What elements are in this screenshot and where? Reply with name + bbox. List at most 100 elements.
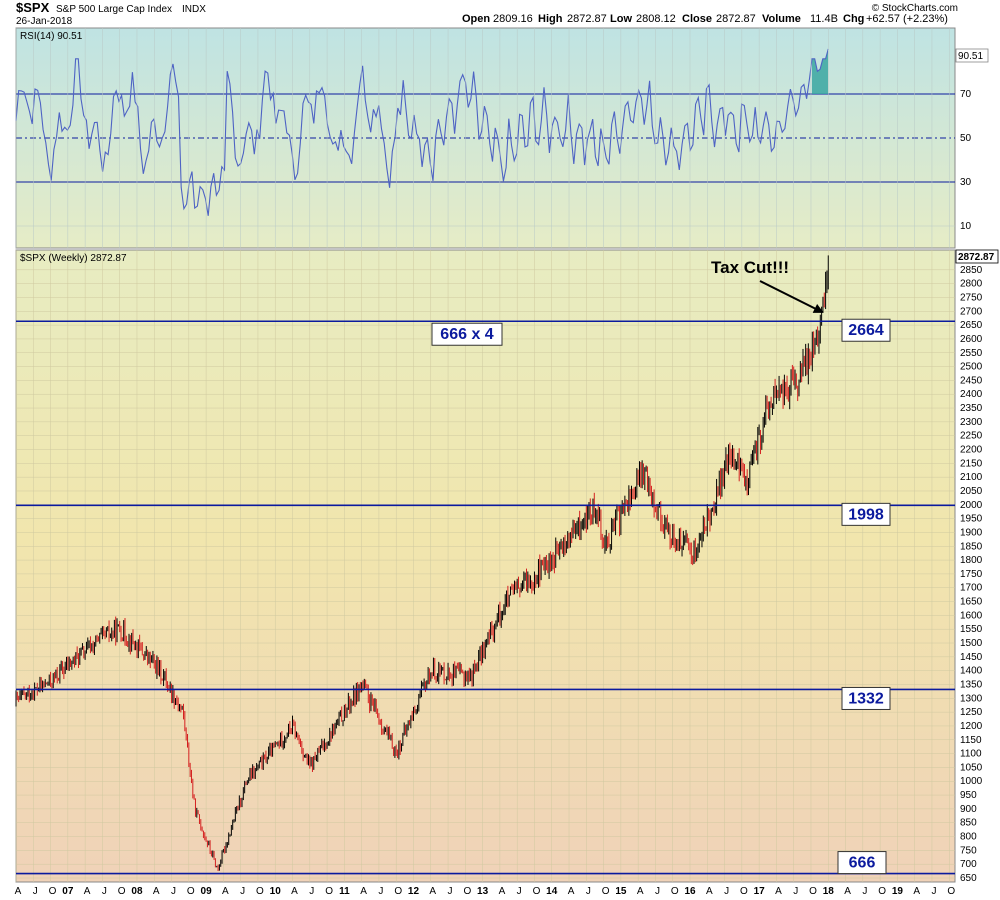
price-last-value-tag: 2872.87	[955, 249, 999, 264]
volume-label: Volume	[762, 13, 801, 25]
rsi-overbought-fill	[812, 48, 829, 94]
price-y-axis: 2850 2800 2750 2700 2650 2600 2550 2500 2450 2400…	[960, 265, 983, 884]
x-tick-label: A	[360, 886, 367, 897]
price-y-tick-label: 750	[960, 845, 977, 856]
x-tick-label: 10	[270, 886, 282, 897]
price-last-value: 2872.87	[958, 252, 995, 263]
price-y-tick-label: 1200	[960, 721, 983, 732]
x-tick-label: O	[809, 886, 817, 897]
x-tick-label: O	[671, 886, 679, 897]
x-tick-label: O	[533, 886, 541, 897]
level-label-2664: 2664	[848, 322, 884, 339]
x-tick-label: A	[15, 886, 22, 897]
x-tick-label: O	[49, 886, 57, 897]
x-tick-label: A	[429, 886, 436, 897]
x-tick-label: J	[378, 886, 383, 897]
price-y-tick-label: 1050	[960, 762, 983, 773]
high-value: 2872.87	[567, 13, 607, 25]
price-y-tick-label: 2050	[960, 486, 983, 497]
x-tick-label: 08	[131, 886, 143, 897]
x-tick-label: J	[655, 886, 660, 897]
rsi-reference-lines	[16, 93, 955, 183]
x-tick-label: O	[118, 886, 126, 897]
x-tick-label: O	[394, 886, 402, 897]
price-y-tick-label: 1850	[960, 541, 983, 552]
price-y-tick-label: 1950	[960, 514, 983, 525]
price-y-tick-label: 1500	[960, 638, 983, 649]
price-y-tick-label: 850	[960, 818, 977, 829]
price-y-tick-label: 2250	[960, 431, 983, 442]
close-label: Close	[682, 13, 712, 25]
x-tick-label: 19	[892, 886, 904, 897]
price-y-tick-label: 1750	[960, 569, 983, 580]
x-tick-label: A	[844, 886, 851, 897]
x-tick-label: 15	[615, 886, 627, 897]
close-value: 2872.87	[716, 13, 756, 25]
price-y-tick-label: 1100	[960, 749, 982, 760]
x-tick-label: A	[706, 886, 713, 897]
price-y-tick-label: 950	[960, 790, 977, 801]
x-tick-label: A	[775, 886, 782, 897]
x-tick-label: O	[187, 886, 195, 897]
x-tick-label: A	[153, 886, 160, 897]
price-y-tick-label: 1450	[960, 652, 983, 663]
price-y-tick-label: 1800	[960, 555, 983, 566]
rsi-line	[15, 48, 829, 216]
price-y-tick-label: 2350	[960, 403, 983, 414]
rsi-y-tick-label: 30	[960, 177, 972, 188]
x-tick-label: O	[740, 886, 748, 897]
price-y-tick-label: 1400	[960, 666, 983, 677]
price-y-tick-label: 2650	[960, 320, 983, 331]
open-label: Open	[462, 13, 490, 25]
volume-value: 11.4B	[810, 13, 838, 25]
price-y-tick-label: 1300	[960, 693, 983, 704]
price-y-tick-label: 2300	[960, 417, 983, 428]
x-tick-label: J	[862, 886, 867, 897]
rsi-y-tick-label: 10	[960, 221, 972, 232]
price-y-tick-label: 1250	[960, 707, 983, 718]
price-y-tick-label: 1000	[960, 776, 983, 787]
fib-horizontal-lines: 2664 666 x 4 1998 1332 666	[16, 318, 955, 875]
x-tick-label: 07	[62, 886, 74, 897]
x-tick-label: A	[499, 886, 506, 897]
x-tick-label: J	[102, 886, 107, 897]
price-y-tick-label: 1650	[960, 597, 983, 608]
price-y-tick-label: 2750	[960, 292, 983, 303]
price-y-tick-label: 2700	[960, 306, 983, 317]
chart-header: $SPX S&P 500 Large Cap Index INDX 26-Jan…	[16, 0, 958, 27]
chg-label: Chg	[843, 13, 864, 25]
level-label-box-1998	[841, 502, 891, 526]
x-tick-label: 09	[201, 886, 213, 897]
x-tick-label: 17	[754, 886, 766, 897]
level-label-1332: 1332	[848, 690, 884, 707]
x-tick-label: O	[256, 886, 264, 897]
x-tick-label: O	[463, 886, 471, 897]
rsi-panel: 70 50 30 10 RSI(14) 90.51 90.51	[15, 27, 989, 249]
price-y-tick-label: 1700	[960, 583, 983, 594]
x-tick-label: J	[33, 886, 38, 897]
level-label-666: 666	[849, 855, 876, 872]
low-value: 2808.12	[636, 13, 676, 25]
chg-value: +62.57 (+2.23%)	[866, 13, 948, 25]
price-y-tick-label: 2400	[960, 389, 983, 400]
price-panel-background	[15, 249, 956, 883]
exchange: INDX	[182, 4, 206, 15]
x-tick-label: J	[517, 886, 522, 897]
level-label-1998: 1998	[848, 506, 884, 523]
price-y-tick-label: 2550	[960, 348, 983, 359]
open-value: 2809.16	[493, 13, 533, 25]
high-label: High	[538, 13, 563, 25]
x-tick-label: J	[240, 886, 245, 897]
rsi-y-tick-label: 50	[960, 133, 972, 144]
price-y-tick-label: 1150	[960, 735, 982, 746]
x-tick-label: A	[222, 886, 229, 897]
price-y-tick-label: 2600	[960, 334, 983, 345]
price-y-tick-label: 800	[960, 832, 977, 843]
level-box-note	[431, 322, 503, 346]
x-tick-label: O	[947, 886, 955, 897]
price-y-tick-label: 1550	[960, 624, 983, 635]
price-title: $SPX (Weekly) 2872.87	[20, 253, 127, 264]
price-y-tick-label: 2150	[960, 458, 983, 469]
x-tick-label: J	[171, 886, 176, 897]
